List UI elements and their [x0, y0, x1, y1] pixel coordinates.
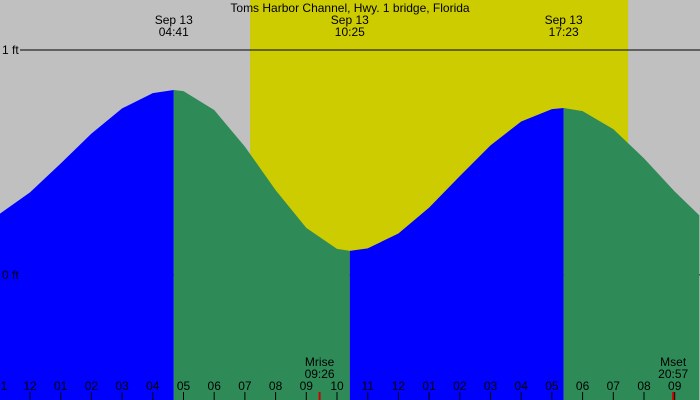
rising-tide-area: [349, 107, 564, 400]
x-tick-label: 06: [576, 379, 590, 393]
falling-tide-area: [563, 107, 700, 400]
x-tick-label: 12: [23, 379, 37, 393]
event-date: Sep 13: [545, 13, 583, 27]
x-tick-label: 05: [545, 379, 559, 393]
x-tick-label: 12: [392, 379, 406, 393]
moon-label: Mrise: [305, 355, 335, 369]
x-tick-label: 08: [269, 379, 283, 393]
x-tick-label: 03: [115, 379, 129, 393]
rising-tide-area: [0, 89, 174, 400]
x-tick-label: 03: [484, 379, 498, 393]
moon-time: 09:26: [305, 367, 335, 381]
x-tick-label: 09: [300, 379, 314, 393]
x-tick-label: 05: [177, 379, 191, 393]
x-tick-label: 02: [85, 379, 99, 393]
event-time: 04:41: [159, 25, 189, 39]
event-date: Sep 13: [155, 13, 193, 27]
x-tick-label: 10: [330, 379, 344, 393]
x-tick-label: 04: [146, 379, 160, 393]
moon-label: Mset: [660, 355, 687, 369]
x-tick-label: 07: [238, 379, 252, 393]
x-tick-label: 06: [208, 379, 222, 393]
falling-tide-area: [173, 89, 350, 400]
x-tick-label: 02: [453, 379, 467, 393]
x-tick-label: 11: [361, 379, 374, 393]
y-tick-label: 0 ft: [2, 268, 19, 282]
y-tick-label: 1 ft: [2, 43, 19, 57]
event-time: 17:23: [549, 25, 579, 39]
event-time: 10:25: [335, 25, 365, 39]
moon-time: 20:57: [658, 367, 688, 381]
x-tick-label: 01: [54, 379, 68, 393]
x-tick-label: 1: [1, 379, 8, 393]
x-tick-label: 04: [515, 379, 529, 393]
chart-title: Toms Harbor Channel, Hwy. 1 bridge, Flor…: [230, 1, 470, 15]
event-date: Sep 13: [331, 13, 369, 27]
x-tick-label: 08: [637, 379, 651, 393]
x-tick-label: 01: [422, 379, 436, 393]
x-tick-label: 07: [607, 379, 621, 393]
x-tick-label: 09: [668, 379, 682, 393]
